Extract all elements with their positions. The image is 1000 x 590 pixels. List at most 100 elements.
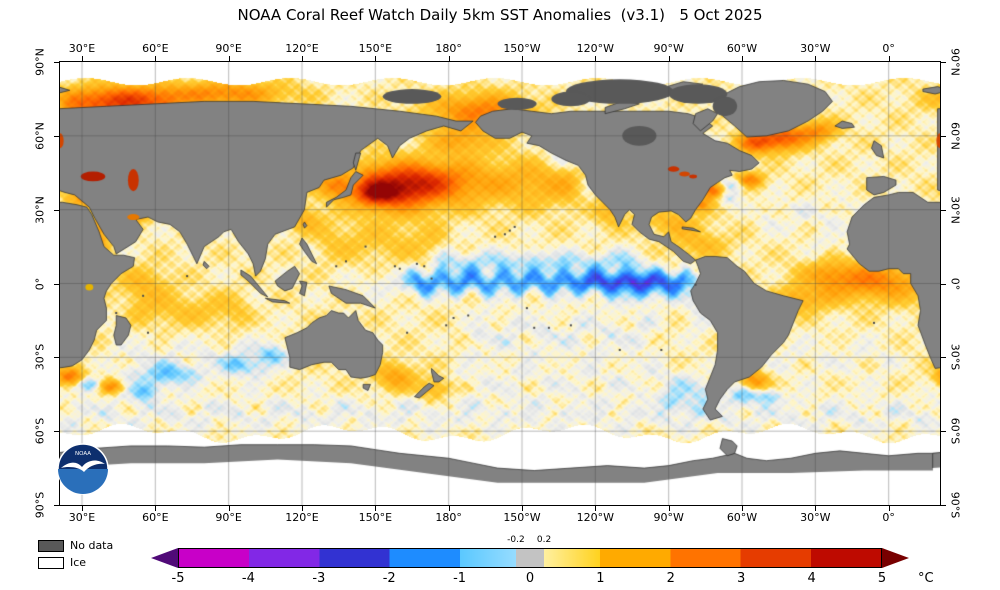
lon-tick-mark-top xyxy=(595,56,597,61)
colorbar-tick-label: -5 xyxy=(171,571,185,586)
noaa-logo: NOAA xyxy=(57,443,109,495)
noaa-logo-text: NOAA xyxy=(75,451,91,457)
colorbar-gradient xyxy=(178,548,882,568)
lat-tick-mark-right xyxy=(941,135,946,137)
lat-tick-label-right: 90°N xyxy=(948,48,962,76)
lon-tick-mark-top xyxy=(155,56,157,61)
sst-anomaly-map-canvas xyxy=(60,62,940,505)
lat-tick-label-left: 60°S xyxy=(33,417,47,445)
lon-tick-label-bottom: 90°E xyxy=(215,511,242,524)
colorbar-tick-label: -2 xyxy=(382,571,396,586)
lon-tick-mark-top xyxy=(888,56,890,61)
lon-tick-mark-bottom xyxy=(375,506,377,511)
lon-tick-mark-top xyxy=(302,56,303,61)
lon-tick-label-bottom: 60°E xyxy=(142,511,169,524)
lat-tick-mark-right xyxy=(941,357,946,359)
lat-tick-mark-left xyxy=(54,283,59,285)
lat-tick-label-right: 60°S xyxy=(948,417,962,445)
lon-tick-label-top: 30°W xyxy=(800,42,831,55)
ice-label: Ice xyxy=(70,556,87,569)
no-data-swatch xyxy=(38,539,64,552)
lat-tick-label-left: 90°N xyxy=(33,48,47,76)
lon-tick-mark-top xyxy=(375,56,377,61)
lon-tick-mark-bottom xyxy=(448,506,450,511)
lon-tick-label-bottom: 180° xyxy=(435,511,462,524)
lon-tick-mark-bottom xyxy=(888,506,890,511)
lat-tick-label-right: 30°N xyxy=(948,195,962,224)
lon-tick-mark-top xyxy=(228,56,230,61)
lon-tick-label-top: 150°E xyxy=(358,42,393,55)
lat-tick-mark-right xyxy=(941,431,946,433)
lat-tick-mark-right xyxy=(941,505,946,506)
colorbar xyxy=(150,548,910,568)
lon-tick-mark-bottom xyxy=(155,506,157,511)
lon-tick-mark-top xyxy=(815,56,817,61)
legend-no-data: No data xyxy=(38,539,113,552)
colorbar-left-arrow xyxy=(151,548,178,568)
lat-tick-mark-left xyxy=(54,357,59,359)
colorbar-tick-label: 2 xyxy=(666,571,675,586)
lon-tick-label-top: 60°E xyxy=(142,42,169,55)
lat-tick-mark-right xyxy=(941,209,946,211)
page-title: NOAA Coral Reef Watch Daily 5km SST Anom… xyxy=(237,6,763,24)
colorbar-tick-label: 1 xyxy=(596,571,605,586)
lon-tick-label-top: 90°W xyxy=(653,42,684,55)
lon-tick-label-bottom: 120°W xyxy=(576,511,615,524)
lat-tick-mark-left xyxy=(54,62,59,63)
colorbar-tick-label: 0 xyxy=(525,571,535,586)
noaa-logo-sea xyxy=(58,469,108,494)
lon-tick-mark-bottom xyxy=(228,506,230,511)
lon-tick-label-top: 90°E xyxy=(215,42,242,55)
lon-tick-label-top: 120°W xyxy=(576,42,615,55)
lon-tick-label-bottom: 150°W xyxy=(503,511,541,524)
lat-tick-label-right: 60°N xyxy=(948,121,962,150)
lat-tick-mark-left xyxy=(54,135,59,137)
no-data-label: No data xyxy=(70,539,114,552)
lon-tick-mark-bottom xyxy=(668,506,670,511)
colorbar-minor-label: -0.2 xyxy=(507,535,525,545)
colorbar-unit-label: °C xyxy=(918,571,934,586)
legend-ice: Ice xyxy=(38,556,86,569)
lon-tick-label-top: 30°E xyxy=(68,42,96,55)
lon-tick-mark-top xyxy=(82,56,83,61)
lon-tick-mark-top xyxy=(742,56,743,61)
lon-tick-label-bottom: 90°W xyxy=(653,511,684,524)
lon-tick-mark-top xyxy=(448,56,450,61)
lon-tick-label-bottom: 0° xyxy=(882,511,895,524)
lon-tick-mark-top xyxy=(522,56,523,61)
lat-tick-label-right: 90°S xyxy=(948,491,962,519)
lon-tick-mark-bottom xyxy=(742,506,743,511)
lat-tick-mark-left xyxy=(54,505,59,506)
lon-tick-mark-bottom xyxy=(302,506,303,511)
lat-tick-mark-left xyxy=(54,209,59,211)
lat-tick-label-left: 30°N xyxy=(33,195,47,224)
lon-tick-label-top: 60°W xyxy=(726,42,758,55)
lon-tick-mark-top xyxy=(668,56,670,61)
lat-tick-mark-right xyxy=(941,62,946,63)
colorbar-tick-label: 3 xyxy=(737,571,746,586)
lon-tick-mark-bottom xyxy=(522,506,523,511)
colorbar-minor-label: 0.2 xyxy=(536,535,552,545)
lat-tick-mark-right xyxy=(941,283,946,285)
lat-tick-label-left: 30°S xyxy=(33,344,47,371)
lon-tick-label-bottom: 120°E xyxy=(285,511,319,524)
lon-tick-label-bottom: 30°E xyxy=(68,511,96,524)
lon-tick-label-bottom: 150°E xyxy=(358,511,393,524)
colorbar-tick-label: -3 xyxy=(312,571,326,586)
lat-tick-label-right: 0° xyxy=(948,277,962,290)
colorbar-tick-label: 5 xyxy=(877,571,887,586)
lon-tick-label-bottom: 30°W xyxy=(800,511,831,524)
lat-tick-label-left: 0° xyxy=(33,277,47,290)
colorbar-tick-label: -4 xyxy=(241,571,255,586)
lat-tick-mark-left xyxy=(54,431,59,433)
lon-tick-label-top: 0° xyxy=(882,42,895,55)
lon-tick-mark-bottom xyxy=(82,506,83,511)
lon-tick-mark-bottom xyxy=(595,506,597,511)
lat-tick-label-left: 60°N xyxy=(33,121,47,150)
lon-tick-label-top: 180° xyxy=(435,42,462,55)
lon-tick-mark-bottom xyxy=(815,506,817,511)
lat-tick-label-left: 90°S xyxy=(33,491,47,519)
colorbar-tick-label: 4 xyxy=(807,571,816,586)
lon-tick-label-bottom: 60°W xyxy=(726,511,758,524)
